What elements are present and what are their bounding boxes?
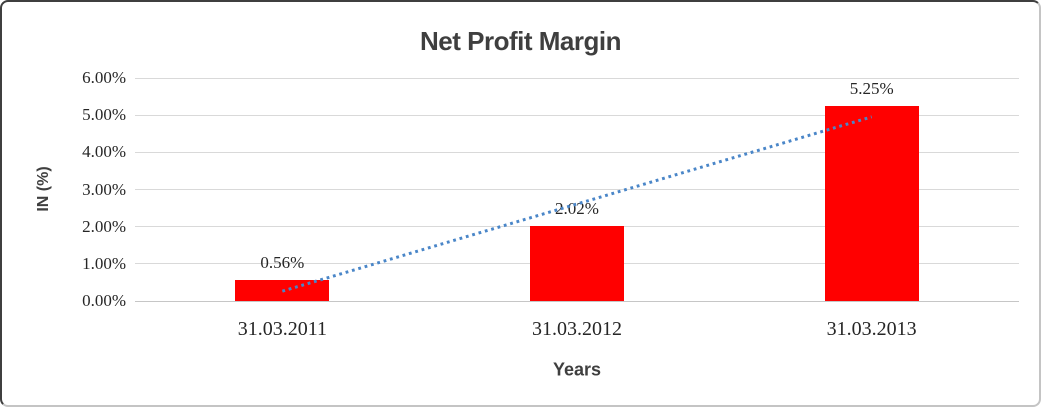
data-label: 0.56% [260, 253, 305, 273]
y-tick-label: 5.00% [82, 105, 126, 125]
data-label: 5.25% [849, 78, 894, 98]
data-label: 2.02% [555, 198, 599, 218]
trendline-layer [281, 115, 873, 293]
x-axis-title: Years [552, 359, 602, 380]
bar-31.03.2013 [824, 105, 919, 301]
gridline [135, 189, 1019, 190]
y-tick-label: 1.00% [82, 253, 126, 273]
plot-area: 0.56% 2.02% 5.25% [135, 77, 1019, 302]
trendline [281, 115, 873, 293]
chart-title: Net Profit Margin [420, 26, 621, 56]
y-tick-label: 3.00% [82, 179, 126, 199]
bar-31.03.2012 [530, 225, 624, 301]
y-tick-label: 0.00% [82, 291, 126, 310]
gridline [135, 300, 1019, 302]
gridline [135, 114, 1019, 116]
gridline [135, 151, 1019, 153]
gridline [135, 77, 1019, 79]
y-tick-label: 4.00% [82, 142, 126, 162]
x-tick-label: 31.03.2011 [237, 318, 327, 340]
y-tick-label: 2.00% [82, 216, 126, 236]
y-tick-label: 6.00% [82, 68, 126, 87]
x-tick-label: 31.03.2012 [532, 318, 622, 340]
x-tick-label: 31.03.2013 [826, 318, 917, 340]
